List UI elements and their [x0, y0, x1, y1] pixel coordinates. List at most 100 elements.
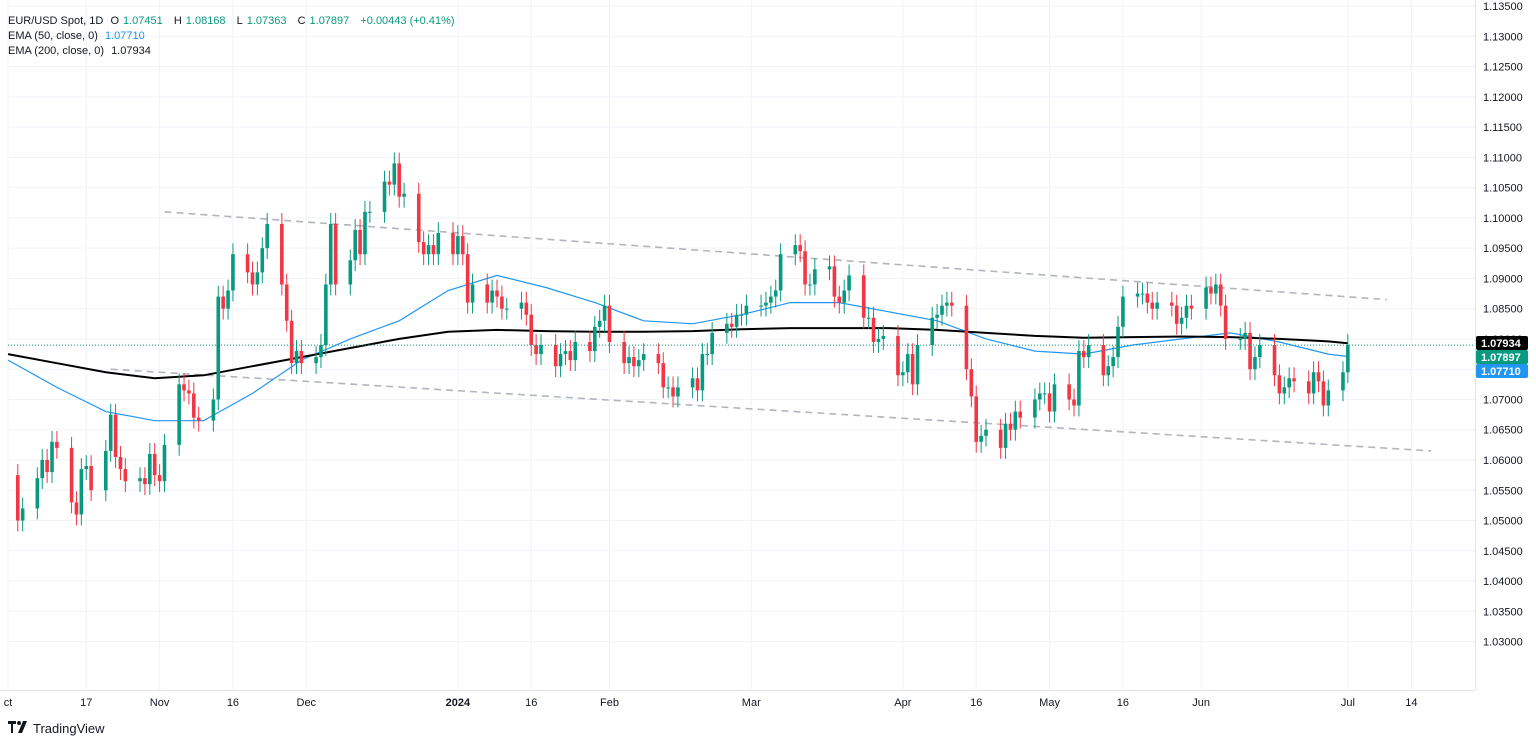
- candle-body: [265, 223, 269, 249]
- candle-body: [1214, 284, 1218, 294]
- candle-body: [949, 302, 954, 306]
- candle-body: [294, 351, 299, 364]
- candle-body: [40, 460, 45, 479]
- time-tick-label: Nov: [150, 697, 170, 709]
- candle-body: [123, 469, 128, 482]
- time-tick-label: Jun: [1192, 697, 1210, 709]
- candle-body: [402, 193, 406, 197]
- price-tick-label: 1.12500: [1483, 62, 1523, 74]
- price-tick-label: 1.04000: [1483, 576, 1523, 588]
- time-tick-label: 16: [227, 697, 239, 709]
- candle-body: [641, 354, 646, 361]
- time-axis[interactable]: ct 17 Nov 16 Dec 2024 16 Feb Mar Apr 16 May 16 Jun Jul…: [0, 690, 1475, 710]
- candle-body: [192, 393, 196, 418]
- time-tick-label: May: [1039, 697, 1060, 709]
- candle-body: [368, 211, 372, 213]
- ema50-label: EMA (50, close, 0): [8, 30, 98, 42]
- candle-body: [143, 478, 147, 485]
- candle-body: [773, 290, 778, 297]
- price-tick-label: 1.10500: [1483, 183, 1523, 195]
- candle-body: [470, 284, 475, 303]
- time-tick-label: 16: [525, 697, 537, 709]
- candle-body: [808, 284, 812, 286]
- candle-body: [358, 230, 362, 255]
- candle-body: [1003, 423, 1008, 448]
- candle-body: [387, 181, 392, 185]
- candle-body: [280, 223, 284, 285]
- candle-body: [456, 236, 460, 255]
- candle-body: [871, 317, 876, 342]
- candle-body: [216, 296, 221, 400]
- candle-body: [573, 341, 578, 361]
- ema200-row[interactable]: EMA (200, close, 0) 1.07934: [8, 44, 459, 59]
- candle-body: [104, 450, 108, 491]
- candle-body: [35, 478, 40, 509]
- time-tick-label: Dec: [297, 697, 317, 709]
- candle-body: [1184, 305, 1189, 318]
- candle-body: [211, 399, 216, 421]
- time-tick-label: 16: [1117, 697, 1129, 709]
- candle-body: [1111, 357, 1115, 367]
- candle-body: [113, 414, 118, 457]
- candle-body: [602, 305, 607, 321]
- price-axis[interactable]: 1.13500 1.13000 1.12500 1.12000 1.11500 1.110…: [1475, 0, 1523, 690]
- candle-body: [979, 435, 983, 442]
- candle-body: [348, 260, 353, 285]
- tradingview-brand[interactable]: TradingView: [8, 720, 105, 736]
- candle-body: [568, 351, 573, 361]
- ema-lines: [7, 274, 1348, 422]
- price-tick-label: 1.03000: [1483, 637, 1523, 649]
- candle-body: [896, 335, 900, 376]
- ema50-row[interactable]: EMA (50, close, 0) 1.07710: [8, 29, 459, 44]
- candle-body: [734, 314, 739, 327]
- candle-body: [69, 447, 74, 503]
- candle-body: [431, 245, 436, 255]
- candle-body: [910, 354, 915, 385]
- candle-body: [524, 302, 529, 315]
- candle-body: [250, 272, 255, 285]
- candle-body: [1258, 345, 1262, 358]
- candle-body: [759, 305, 763, 307]
- close-value: C 1.07897: [297, 15, 350, 27]
- high-value: H 1.08168: [173, 15, 226, 27]
- candle-body: [661, 363, 666, 388]
- time-tick-label: ct: [4, 697, 13, 709]
- candle-body: [1287, 378, 1291, 388]
- candle-body: [231, 254, 235, 291]
- candle-body: [1209, 287, 1213, 294]
- candle-body: [1223, 305, 1228, 339]
- time-tick-label: Mar: [742, 697, 761, 709]
- candle-body: [319, 345, 323, 358]
- candle-body: [1067, 384, 1071, 400]
- grid: [7, 0, 1475, 690]
- candle-body: [495, 290, 499, 297]
- candle-body: [138, 478, 142, 482]
- candle-body: [1253, 357, 1257, 370]
- tradingview-logo-icon: [8, 720, 28, 736]
- ema200-value: 1.07934: [111, 45, 151, 57]
- candle-body: [421, 242, 426, 255]
- legend: EUR/USD Spot, 1D O 1.07451 H 1.08168 L 1.07…: [8, 14, 459, 59]
- candle-body: [666, 387, 670, 389]
- candle-body: [940, 305, 944, 315]
- candle-body: [255, 272, 260, 285]
- price-tick-label: 1.05500: [1483, 485, 1523, 497]
- candle-body: [1145, 293, 1150, 303]
- time-tick-label: Apr: [894, 697, 911, 709]
- candle-body: [460, 236, 465, 255]
- ema200-label: EMA (200, close, 0): [8, 45, 104, 57]
- candle-body: [901, 372, 905, 376]
- candle-body: [500, 296, 504, 309]
- candle-body: [690, 378, 695, 388]
- candle-body: [328, 223, 333, 285]
- candle-body: [50, 441, 54, 473]
- candle-body: [827, 266, 832, 270]
- candle-body: [695, 378, 700, 391]
- candle-body: [314, 357, 318, 364]
- candle-body: [245, 254, 250, 273]
- time-tick-label: 16: [970, 697, 982, 709]
- candle-body: [1150, 302, 1155, 309]
- symbol-title[interactable]: EUR/USD Spot, 1D: [8, 15, 104, 27]
- time-tick-label: 2024: [446, 697, 471, 709]
